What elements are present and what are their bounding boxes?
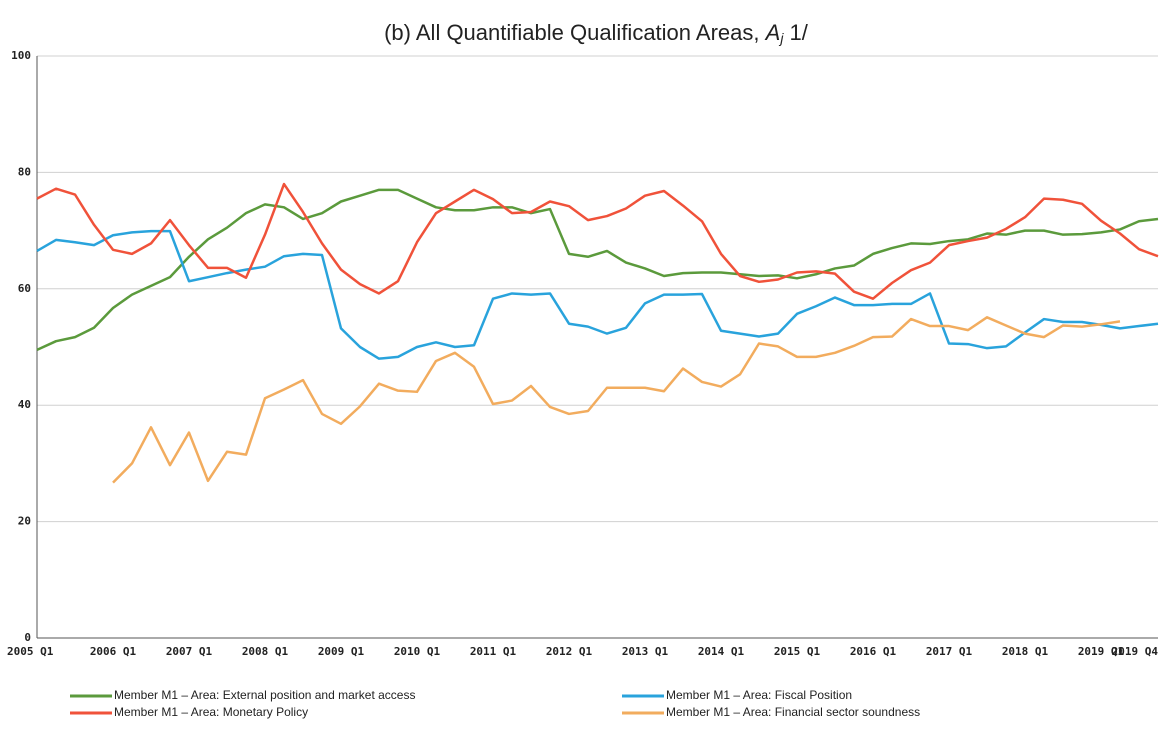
legend-label: Member M1 – Area: Monetary Policy (114, 705, 308, 719)
y-tick-label: 100 (11, 49, 31, 62)
x-tick-label: 2014 Q1 (698, 645, 745, 658)
y-tick-label: 20 (18, 515, 31, 528)
x-tick-label: 2012 Q1 (546, 645, 593, 658)
x-tick-label: 2005 Q1 (7, 645, 54, 658)
series-line (36, 229, 1159, 360)
y-tick-label: 0 (24, 631, 31, 644)
x-tick-label: 2016 Q1 (850, 645, 897, 658)
y-tick-label: 80 (18, 165, 31, 178)
legend-label: Member M1 – Area: Financial sector sound… (666, 705, 920, 719)
title-text: (b) All Quantifiable Qualification Areas… (384, 20, 766, 45)
series-line (36, 182, 1159, 300)
legend-label: Member M1 – Area: Fiscal Position (666, 688, 852, 702)
legend-label: Member M1 – Area: External position and … (114, 688, 415, 702)
y-tick-label: 60 (18, 282, 31, 295)
title-symbol: A (764, 20, 781, 45)
x-tick-label: 2017 Q1 (926, 645, 973, 658)
x-tick-label: 2018 Q1 (1002, 645, 1049, 658)
x-tick-label: 2019 Q4 (1112, 645, 1159, 658)
x-tick-label: 2011 Q1 (470, 645, 517, 658)
x-tick-label: 2019 Q1 (1078, 645, 1125, 658)
series-line (36, 188, 1159, 352)
x-tick-label: 2015 Q1 (774, 645, 821, 658)
x-tick-label: 2013 Q1 (622, 645, 669, 658)
y-tick-label: 40 (18, 398, 31, 411)
x-tick-label: 2007 Q1 (166, 645, 213, 658)
x-tick-label: 2009 Q1 (318, 645, 365, 658)
title-suffix: 1/ (783, 20, 808, 45)
series-line (112, 316, 1121, 484)
x-tick-label: 2006 Q1 (90, 645, 137, 658)
x-tick-label: 2010 Q1 (394, 645, 441, 658)
x-tick-label: 2008 Q1 (242, 645, 289, 658)
chart-title: (b) All Quantifiable Qualification Areas… (384, 20, 809, 46)
title-subscript: j (778, 30, 784, 46)
